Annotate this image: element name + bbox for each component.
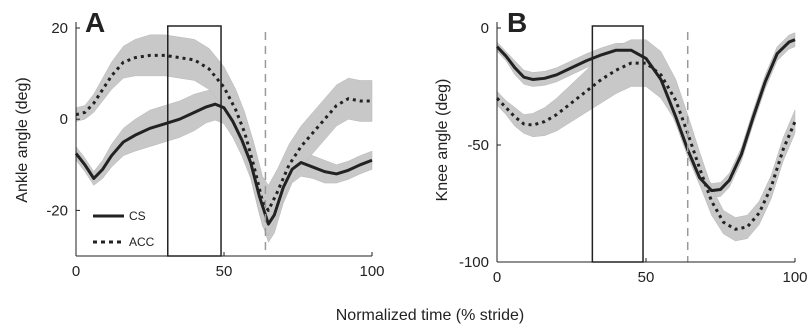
panel-a-label: A bbox=[85, 7, 105, 38]
panel-b-x-tick-label: 100 bbox=[782, 269, 807, 286]
panel-a-series-lines bbox=[74, 53, 373, 226]
panel-b: 0 50 100 -100 -50 0 B Knee angle (deg) bbox=[434, 7, 808, 286]
panel-a-x-tick-label: 100 bbox=[359, 263, 384, 280]
panel-a-y-tick-label: 20 bbox=[51, 20, 68, 37]
panel-b-confidence-bands bbox=[496, 32, 796, 242]
panel-a-line-acc bbox=[75, 53, 372, 212]
panel-b-band-acc bbox=[496, 39, 796, 242]
panel-a-x-tick-label: 0 bbox=[72, 263, 80, 280]
panel-b-x-tick-label: 0 bbox=[493, 269, 501, 286]
panel-a-y-tick-label: -20 bbox=[46, 202, 68, 219]
panel-b-x-tick-label: 50 bbox=[638, 269, 655, 286]
panel-b-y-tick-label: 0 bbox=[481, 20, 489, 37]
panel-b-line-acc bbox=[495, 61, 797, 231]
panel-a-x-tick-label: 50 bbox=[216, 263, 233, 280]
panel-a-band-acc bbox=[75, 34, 373, 237]
panel-b-band-cs bbox=[496, 32, 796, 198]
panel-b-y-tick-label: -100 bbox=[459, 254, 489, 271]
panel-a-confidence-bands bbox=[75, 34, 373, 243]
legend-acc-label: ACC bbox=[129, 235, 155, 249]
panel-b-label: B bbox=[507, 7, 527, 38]
panel-b-line-cs bbox=[495, 38, 796, 193]
panel-a-band-cs bbox=[75, 87, 373, 243]
panel-a-y-axis-label: Ankle angle (deg) bbox=[14, 77, 31, 202]
panel-a-axes: 0 50 100 -20 0 20 bbox=[46, 20, 384, 280]
panel-a-legend: CS ACC bbox=[93, 209, 155, 249]
panel-b-y-axis-label: Knee angle (deg) bbox=[434, 79, 451, 202]
legend-cs-label: CS bbox=[129, 209, 146, 223]
panel-b-axes: 0 50 100 -100 -50 0 bbox=[459, 20, 808, 286]
shared-x-axis-label: Normalized time (% stride) bbox=[336, 307, 524, 324]
panel-b-series-lines bbox=[495, 38, 797, 231]
panel-a-line-cs bbox=[74, 102, 373, 226]
panel-b-y-tick-label: -50 bbox=[467, 137, 489, 154]
panel-a-y-tick-label: 0 bbox=[60, 111, 68, 128]
panel-a: 0 50 100 -20 0 20 A Ankle angle (deg) CS ACC bbox=[14, 7, 385, 280]
